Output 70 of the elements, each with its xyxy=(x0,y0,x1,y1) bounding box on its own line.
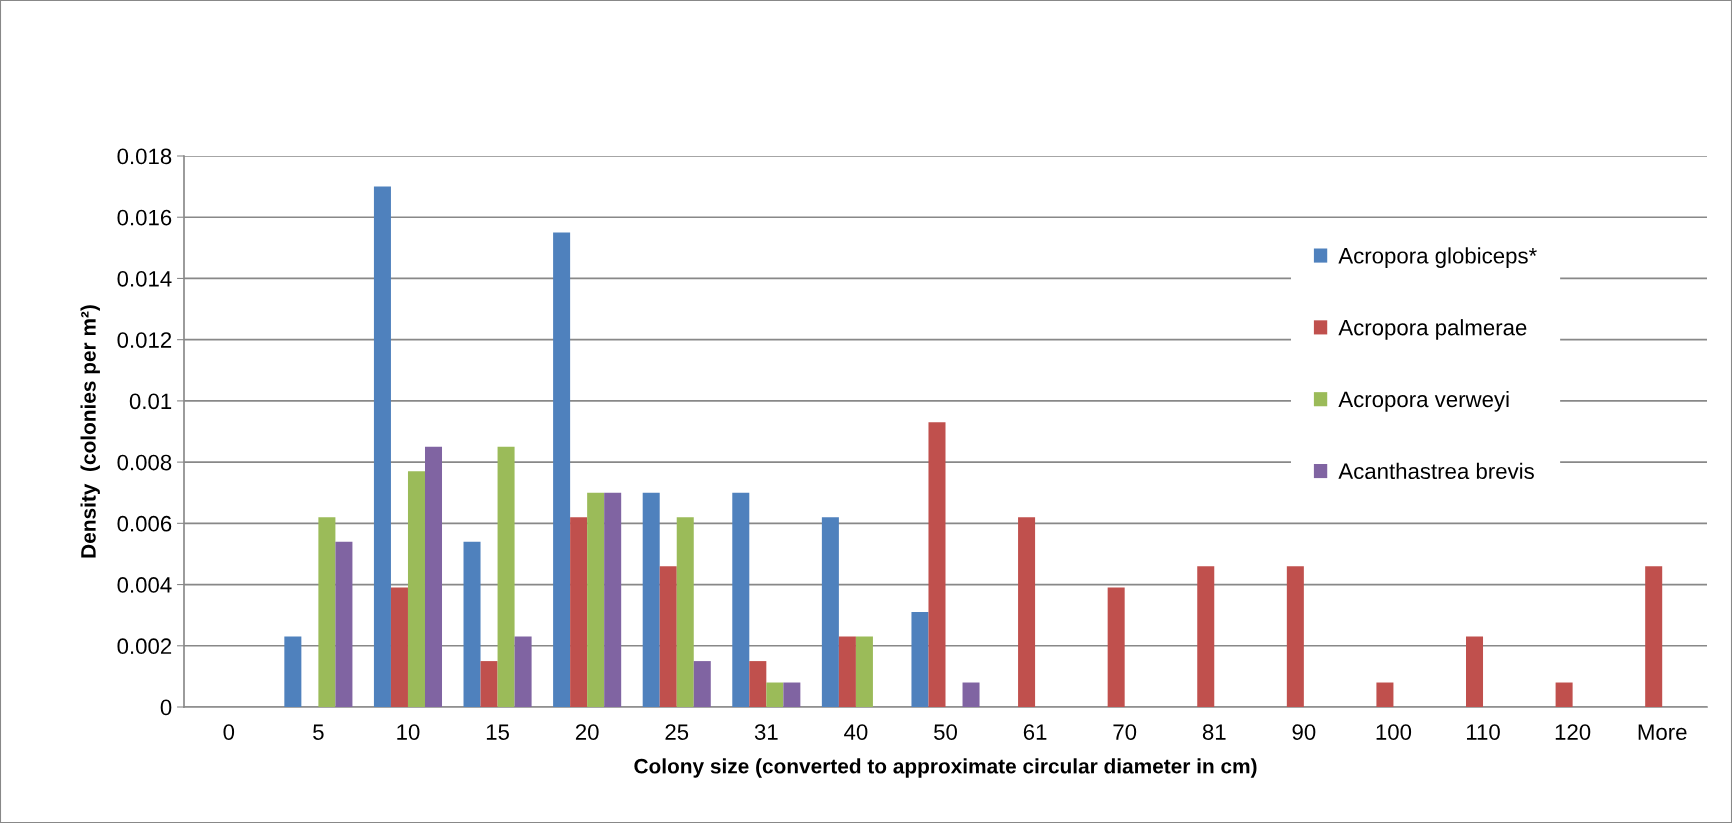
x-tick-label: 5 xyxy=(313,724,324,740)
bar xyxy=(838,636,856,707)
bar xyxy=(514,636,532,707)
x-tick-label: 31 xyxy=(754,724,778,740)
bar xyxy=(1645,566,1663,707)
x-tick-label: More xyxy=(1638,724,1687,740)
x-tick-label: 25 xyxy=(665,724,689,740)
x-tick-label: 110 xyxy=(1467,724,1500,740)
bar xyxy=(693,661,711,707)
y-tick-label: 0.018 xyxy=(117,148,172,165)
bar xyxy=(318,517,336,707)
bar xyxy=(390,587,408,707)
y-tick-label: 0.01 xyxy=(129,393,172,410)
x-tick-label: 100 xyxy=(1376,724,1412,740)
x-tick-label: 81 xyxy=(1202,724,1226,740)
bar xyxy=(553,232,571,707)
y-tick-label: 0 xyxy=(160,699,172,716)
x-tick-label: 61 xyxy=(1023,724,1047,740)
y-tick-label: 0.004 xyxy=(117,577,172,593)
bar xyxy=(911,612,929,707)
y-tick-label: 0.006 xyxy=(117,515,172,532)
x-axis-title: Colony size (converted to approximate circular diameter in cm) xyxy=(634,758,1257,778)
bar xyxy=(659,566,677,707)
x-tick-label: 15 xyxy=(486,724,509,740)
y-axis-title: Density (colonies per m²) xyxy=(80,305,100,558)
bar xyxy=(570,517,588,707)
bar xyxy=(766,682,784,707)
y-tick-label: 0.002 xyxy=(117,638,172,655)
bar xyxy=(676,517,694,707)
bar xyxy=(587,492,605,707)
bar xyxy=(732,492,750,707)
bar xyxy=(855,636,873,707)
x-tick-label: 40 xyxy=(844,724,868,740)
bar xyxy=(497,446,515,707)
bar xyxy=(463,541,481,707)
y-tick-label: 0.012 xyxy=(117,332,172,348)
x-tick-label: 120 xyxy=(1555,724,1591,740)
legend-label: Acropora globiceps* xyxy=(1338,247,1537,268)
x-tick-label: 50 xyxy=(934,724,957,740)
x-tick-label: 10 xyxy=(397,724,420,740)
bar xyxy=(642,492,660,707)
bar xyxy=(1286,566,1304,707)
y-tick-label: 0.014 xyxy=(117,270,172,287)
x-tick-label: 20 xyxy=(575,724,599,740)
legend-label: Acropora palmerae xyxy=(1338,319,1527,340)
x-tick-label: 70 xyxy=(1113,724,1137,740)
bar xyxy=(1107,587,1125,707)
bar xyxy=(962,682,980,707)
legend-label: Acropora verweyi xyxy=(1338,390,1509,412)
bar xyxy=(1376,682,1394,707)
bar xyxy=(1466,636,1484,707)
bar xyxy=(928,422,946,707)
bar xyxy=(480,661,498,707)
x-tick-label: 0 xyxy=(223,724,235,740)
bar xyxy=(749,661,767,707)
bar xyxy=(1555,682,1573,707)
bar xyxy=(1018,517,1036,707)
bar xyxy=(1197,566,1215,707)
x-tick-label: 90 xyxy=(1292,724,1316,740)
y-tick-label: 0.016 xyxy=(117,209,172,226)
bar xyxy=(783,682,801,707)
bar xyxy=(284,636,302,707)
legend-label: Acanthastrea brevis xyxy=(1338,462,1534,480)
bar xyxy=(373,186,391,707)
bar xyxy=(821,517,839,707)
y-tick-label: 0.008 xyxy=(117,454,172,471)
bar xyxy=(335,541,353,707)
bar xyxy=(407,471,425,707)
bar xyxy=(424,446,443,707)
bar xyxy=(604,492,622,707)
